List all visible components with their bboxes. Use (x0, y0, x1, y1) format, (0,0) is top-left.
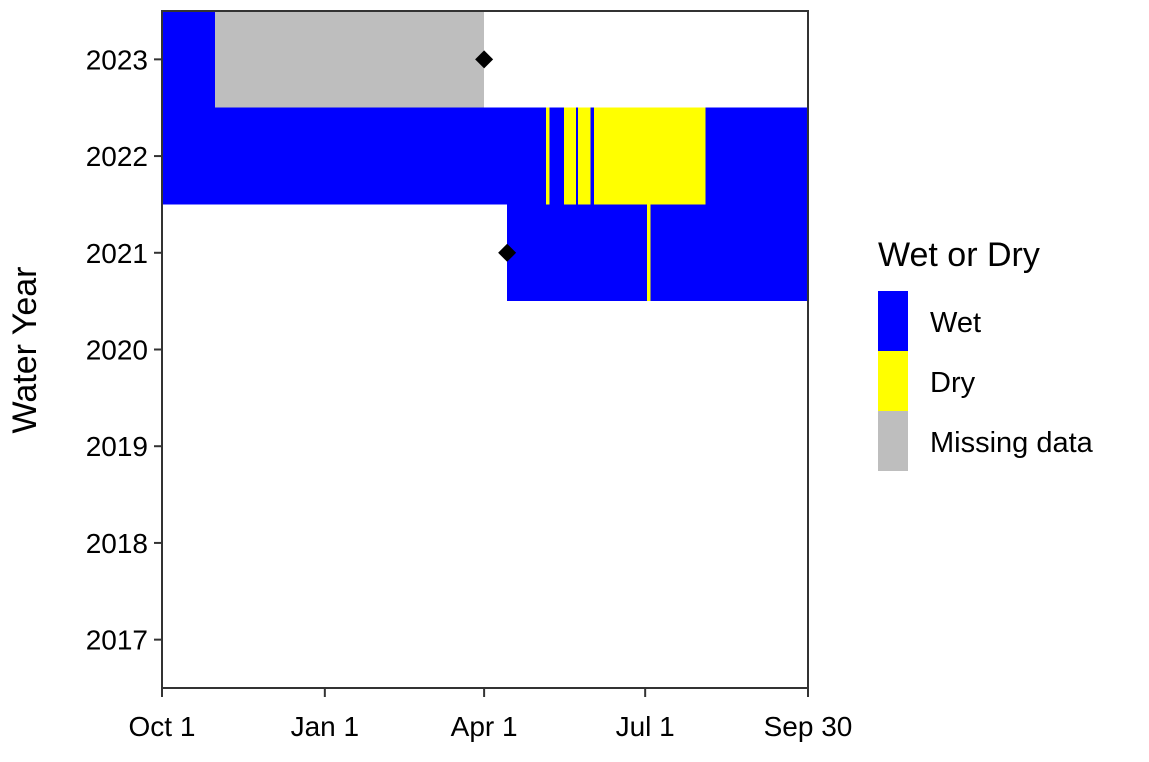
x-tick-label: Sep 30 (764, 711, 853, 742)
legend-label: Dry (930, 367, 976, 399)
segment-wet (576, 107, 578, 205)
y-tick-label: 2022 (86, 141, 148, 172)
y-axis: 2017 2018 2019 2020 2021 2022 2023 (86, 44, 162, 656)
x-tick-label: Jul 1 (616, 711, 675, 742)
y-tick-label: 2018 (86, 528, 148, 559)
segment-wet (590, 107, 594, 205)
segment-dry (563, 107, 577, 205)
segment-dry (577, 107, 591, 205)
legend-title: Wet or Dry (878, 236, 1040, 274)
legend-swatch (878, 351, 908, 411)
legend: Wet or Dry Wet Dry Missing data (878, 236, 1094, 471)
y-tick-label: 2023 (86, 44, 148, 75)
segment-wet (162, 11, 216, 108)
segment-wet (650, 204, 808, 302)
y-tick-label: 2019 (86, 431, 148, 462)
legend-swatch (878, 291, 908, 351)
x-tick-label: Jan 1 (291, 711, 360, 742)
legend-label: Wet (930, 307, 981, 339)
segment-dry (646, 204, 651, 302)
diamond-marker-icon (475, 50, 494, 69)
y-tick-label: 2017 (86, 625, 148, 656)
y-tick-label: 2020 (86, 335, 148, 366)
diamond-marker-icon (498, 243, 517, 262)
y-axis-title: Water Year (6, 267, 44, 434)
x-tick-label: Oct 1 (129, 711, 196, 742)
segment-wet (507, 204, 647, 302)
segment-wet (162, 107, 547, 205)
segment-missing-data (215, 11, 485, 108)
plot-area (162, 11, 808, 302)
y-tick-label: 2021 (86, 238, 148, 269)
legend-swatch (878, 411, 908, 471)
x-axis: Oct 1 Jan 1 Apr 1 Jul 1 Sep 30 (129, 688, 853, 742)
legend-label: Missing data (930, 427, 1094, 459)
segment-dry (593, 107, 706, 205)
segment-wet (549, 107, 564, 205)
x-tick-label: Apr 1 (451, 711, 518, 742)
segment-wet (705, 107, 808, 205)
segment-dry (546, 107, 550, 205)
